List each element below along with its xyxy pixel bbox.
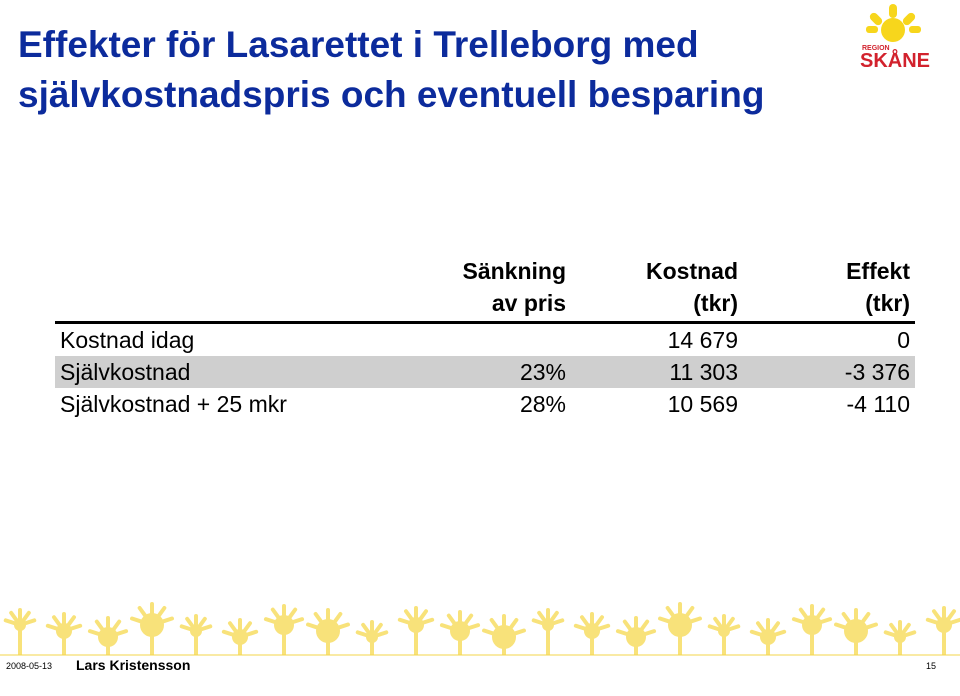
row-label: Självkostnad + 25 mkr [60, 391, 287, 417]
logo-sun [866, 4, 921, 42]
cell: 28% [519, 391, 566, 417]
row-label: Kostnad idag [60, 327, 195, 353]
column-header: Kostnad [646, 258, 738, 284]
logo-region: REGION [862, 45, 890, 52]
row-label: Självkostnad [60, 359, 191, 385]
cell: 14 679 [667, 327, 738, 353]
cell: 11 303 [669, 359, 738, 385]
cell: -4 110 [846, 391, 910, 417]
column-header: Sänkning [462, 258, 566, 284]
title: Effekter för Lasarettet i Trelleborg med [18, 24, 699, 65]
cell: -3 376 [844, 359, 910, 385]
column-header: (tkr) [865, 290, 910, 316]
footer-page: 15 [926, 661, 937, 671]
cell: 0 [897, 327, 910, 353]
footer-date: 2008-05-13 [6, 661, 53, 671]
title: självkostnadspris och eventuell besparin… [18, 74, 765, 115]
footer-author: Lars Kristensson [76, 657, 191, 673]
row-band [55, 356, 915, 388]
column-header: Effekt [846, 258, 910, 284]
logo-name: SKÅNE [860, 48, 930, 72]
column-header: (tkr) [693, 290, 738, 316]
header-rule [55, 321, 915, 324]
cell: 23% [519, 359, 566, 385]
footer-suns [3, 602, 960, 655]
cell: 10 569 [667, 391, 738, 417]
column-header: av pris [491, 290, 566, 316]
